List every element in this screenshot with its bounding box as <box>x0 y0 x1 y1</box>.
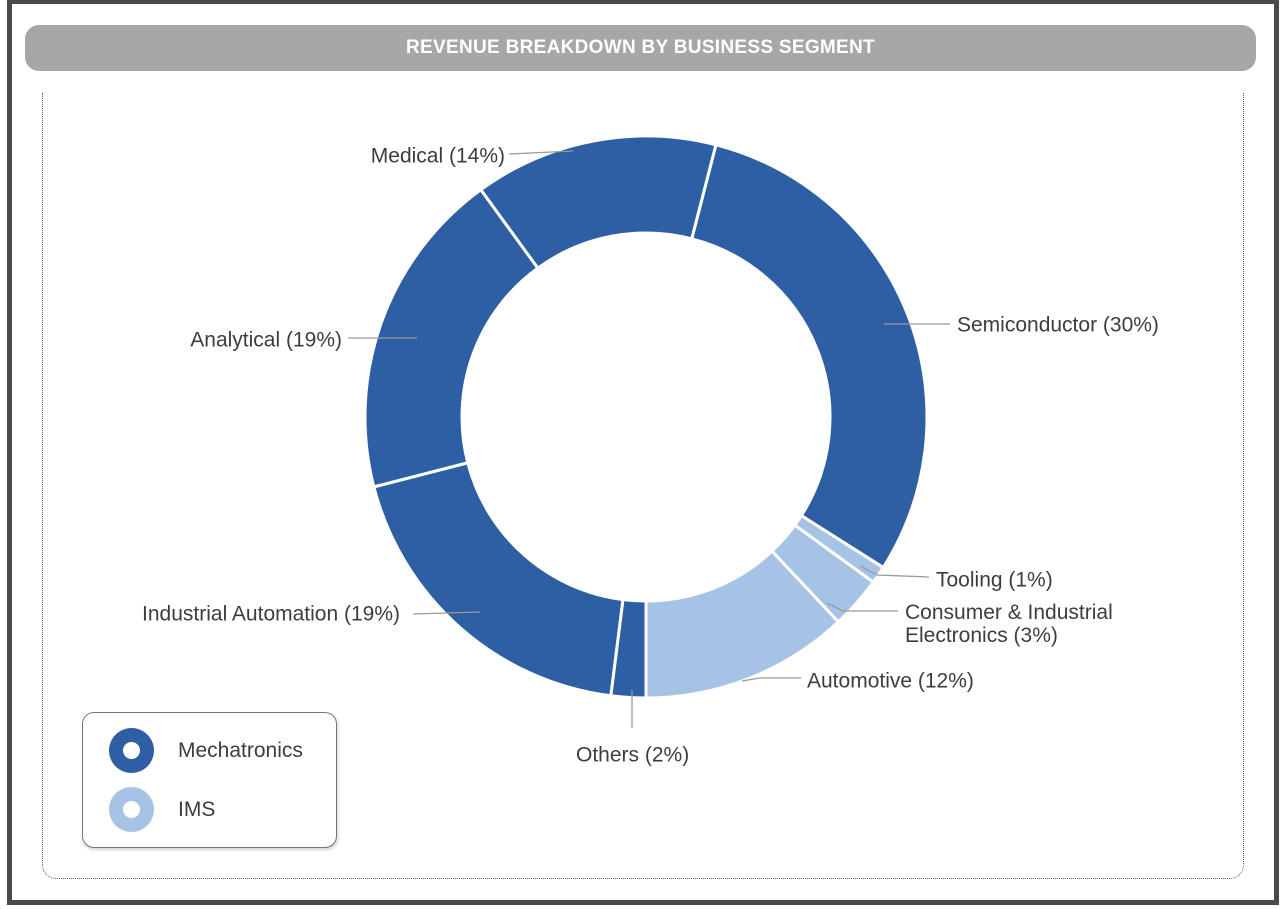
legend-item-ims: IMS <box>109 787 336 832</box>
legend-label-mechatronics: Mechatronics <box>178 738 303 762</box>
segment-label-analytical: Analytical (19%) <box>190 328 342 352</box>
chart-title-bar: REVENUE BREAKDOWN BY BUSINESS SEGMENT <box>25 25 1256 71</box>
segment-label-consumer-industrial-electronics: Consumer & Industrial Electronics (3%) <box>905 601 1113 647</box>
segment-label-semiconductor: Semiconductor (30%) <box>957 313 1159 337</box>
segment-label-automotive: Automotive (12%) <box>807 669 974 693</box>
leader-line-industrial-automation <box>412 611 481 615</box>
segment-label-industrial-automation: Industrial Automation (19%) <box>142 602 400 626</box>
donut-segment-industrial-automation <box>372 461 625 698</box>
segment-label-medical: Medical (14%) <box>370 144 505 168</box>
segment-label-tooling: Tooling (1%) <box>936 568 1053 592</box>
segment-label-others: Others (2%) <box>576 743 690 767</box>
leader-line-tooling <box>859 565 930 578</box>
ims-donut-swatch-icon <box>109 787 154 832</box>
chart-legend: Mechatronics IMS <box>82 712 337 848</box>
leader-line-medical <box>508 150 574 155</box>
leader-line-automotive <box>741 677 801 682</box>
donut-segment-medical <box>479 134 718 270</box>
chart-title: REVENUE BREAKDOWN BY BUSINESS SEGMENT <box>406 37 875 58</box>
chart-plot-area-border <box>42 93 1244 879</box>
leader-line-consumer-industrial-electronics <box>826 602 898 612</box>
legend-label-ims: IMS <box>178 797 216 821</box>
mechatronics-donut-swatch-icon <box>109 728 154 773</box>
legend-item-mechatronics: Mechatronics <box>109 728 336 773</box>
donut-segment-analytical <box>363 188 540 489</box>
donut-segment-semiconductor <box>690 143 929 570</box>
